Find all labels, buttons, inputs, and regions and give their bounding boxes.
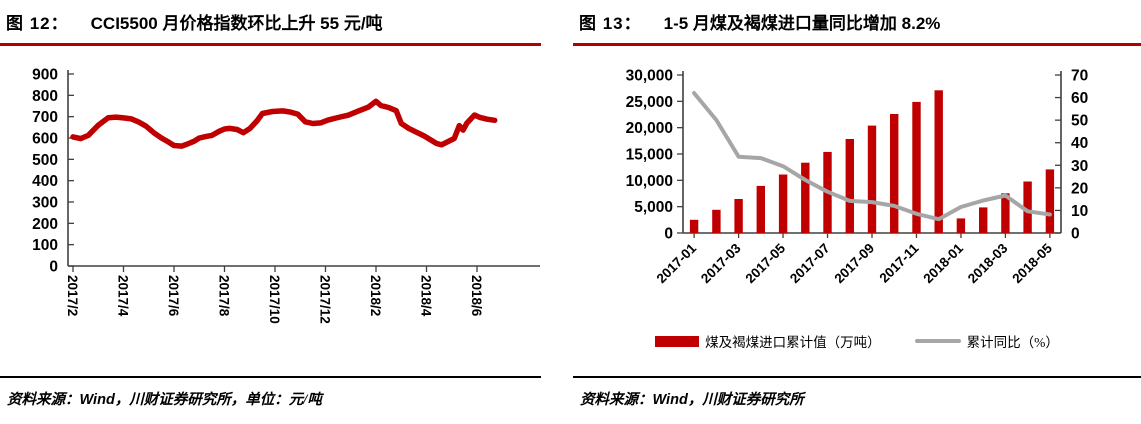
figure-13-title-rule: [573, 43, 1141, 46]
axes: 0 5,000 10,000 15,000 20,000 25,000 30,000 0 10 2…: [626, 68, 1089, 287]
svg-text:800: 800: [32, 88, 58, 105]
svg-text:0: 0: [664, 226, 673, 243]
svg-text:500: 500: [32, 152, 58, 169]
cci5500-series-line: [70, 98, 498, 149]
figure-12-source: 资料来源：Wind，川财证券研究所，单位：元/吨: [7, 388, 541, 409]
svg-text:2017-11: 2017-11: [876, 240, 921, 285]
svg-text:2017/10: 2017/10: [267, 275, 282, 324]
yoy-series-line: [692, 91, 1052, 222]
svg-text:2017-09: 2017-09: [831, 241, 877, 287]
svg-text:300: 300: [32, 195, 58, 212]
svg-text:2017/12: 2017/12: [318, 275, 333, 324]
svg-text:2017/2: 2017/2: [65, 275, 80, 316]
figure-12-title: CCI5500 月价格指数环比上升 55 元/吨: [90, 14, 383, 33]
svg-text:2018/6: 2018/6: [469, 275, 484, 317]
svg-text:2017-03: 2017-03: [698, 240, 744, 286]
svg-text:25,000: 25,000: [626, 94, 673, 111]
figure-13-source: 资料来源：Wind，川财证券研究所: [580, 388, 1141, 409]
svg-text:30: 30: [1071, 158, 1088, 175]
svg-text:10: 10: [1071, 203, 1088, 220]
source-label: 资料来源：: [7, 392, 80, 408]
figure-13-title: 1-5 月煤及褐煤进口量同比增加 8.2%: [663, 14, 941, 33]
svg-text:15,000: 15,000: [626, 147, 673, 164]
source-label: 资料来源：: [580, 392, 653, 408]
svg-text:2017-05: 2017-05: [743, 240, 789, 286]
svg-text:2018/2: 2018/2: [368, 275, 383, 316]
svg-text:2017-07: 2017-07: [787, 241, 833, 287]
svg-text:2018-05: 2018-05: [1009, 240, 1055, 286]
figure-12-title-row: 图 12： CCI5500 月价格指数环比上升 55 元/吨: [6, 9, 537, 34]
source-rest: ，川财证券研究所: [687, 392, 804, 408]
axes: 0 100 200 300 400 500 600 700 800 900 2017/2 2017/4…: [32, 67, 540, 324]
svg-text:0: 0: [1071, 226, 1080, 243]
svg-text:2018-01: 2018-01: [920, 240, 966, 286]
figure-13-panel: 图 13： 1-5 月煤及褐煤进口量同比增加 8.2% 0 5,000 10,000…: [573, 0, 1141, 424]
bar-swatch-icon: [655, 335, 700, 347]
legend-item-bars: 煤及褐煤进口累计值（万吨）: [655, 331, 881, 351]
svg-text:70: 70: [1071, 68, 1088, 85]
coal-import-combo-chart: 0 5,000 10,000 15,000 20,000 25,000 30,000 0 10 2…: [626, 68, 1089, 287]
line-swatch-icon: [914, 339, 961, 343]
svg-text:2017-01: 2017-01: [654, 240, 700, 286]
svg-text:20,000: 20,000: [626, 120, 673, 137]
legend-bar-label: 煤及褐煤进口累计值（万吨）: [705, 335, 881, 350]
svg-text:2018/4: 2018/4: [419, 275, 434, 317]
figure-12-label: 图 12：: [6, 14, 69, 33]
svg-text:20: 20: [1071, 180, 1088, 197]
svg-text:0: 0: [49, 259, 58, 276]
svg-text:900: 900: [32, 67, 58, 84]
svg-text:2018-03: 2018-03: [965, 240, 1011, 286]
svg-text:700: 700: [32, 109, 58, 126]
svg-text:100: 100: [32, 237, 58, 254]
svg-text:2017/8: 2017/8: [217, 275, 232, 317]
coal-import-bars: [689, 90, 1055, 234]
legend-line-label: 累计同比（%）: [966, 335, 1059, 350]
source-wind: Wind: [79, 392, 115, 408]
source-rest: ，川财证券研究所，单位：元/吨: [114, 392, 322, 408]
figure-12-title-rule: [0, 43, 541, 46]
figure-13-divider: [573, 376, 1141, 378]
cci5500-line-chart: 0 100 200 300 400 500 600 700 800 900 2017/2 2017/4…: [32, 67, 540, 324]
legend-item-line: 累计同比（%）: [914, 331, 1059, 351]
svg-text:40: 40: [1071, 135, 1088, 152]
figure-13-title-row: 图 13： 1-5 月煤及褐煤进口量同比增加 8.2%: [579, 9, 1137, 34]
figure-13-label: 图 13：: [579, 14, 642, 33]
figure-12-divider: [0, 376, 541, 378]
source-wind: Wind: [652, 392, 688, 408]
svg-text:2017/4: 2017/4: [116, 275, 131, 317]
svg-text:600: 600: [32, 131, 58, 148]
svg-text:400: 400: [32, 173, 58, 190]
svg-text:10,000: 10,000: [626, 173, 673, 190]
figure-13-legend: 煤及褐煤进口累计值（万吨） 累计同比（%）: [573, 331, 1141, 351]
svg-text:50: 50: [1071, 113, 1088, 130]
svg-text:200: 200: [32, 216, 58, 233]
figure-12-panel: 图 12： CCI5500 月价格指数环比上升 55 元/吨 0 100 200 30…: [0, 0, 541, 424]
svg-text:5,000: 5,000: [634, 199, 673, 216]
svg-text:30,000: 30,000: [626, 68, 673, 85]
svg-text:60: 60: [1071, 90, 1088, 107]
svg-text:2017/6: 2017/6: [166, 275, 181, 317]
